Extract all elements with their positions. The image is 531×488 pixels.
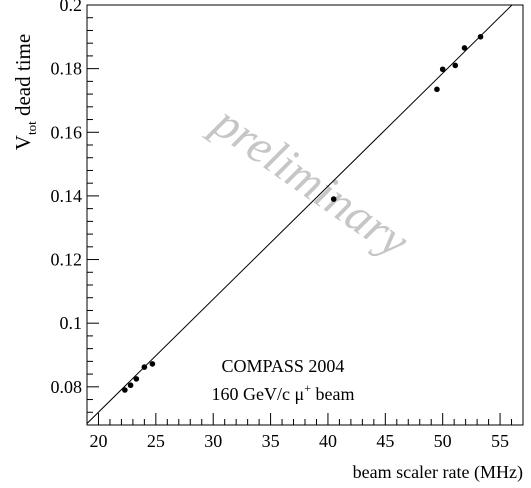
annotation-mu-symbol: μ (295, 384, 305, 404)
data-point (434, 86, 440, 93)
y-tick-label: 0.14 (51, 186, 83, 206)
y-axis-title-main: V (11, 135, 35, 150)
fit-line (87, 5, 513, 424)
y-tick-label: 0.18 (51, 59, 83, 79)
annotation-beam-suffix: beam (311, 384, 354, 404)
y-axis-title-rest: dead time (11, 34, 35, 121)
data-points (122, 34, 484, 393)
y-tick-label: 0.08 (51, 377, 83, 397)
y-tick-label: 0.12 (51, 250, 83, 270)
y-tick-label: 0.2 (60, 0, 83, 15)
annotation-mu-charge: + (304, 381, 311, 395)
axis-ticks: 20 25 30 35 40 45 50 55 0.08 0.1 0.12 0.14 0.16 0.18 0… (51, 0, 524, 451)
x-tick-label: 50 (434, 431, 452, 451)
x-tick-label: 35 (262, 431, 280, 451)
x-tick-label: 25 (147, 431, 165, 451)
y-axis-title-sub: tot (24, 121, 39, 135)
data-point (439, 66, 446, 73)
y-tick-label: 0.16 (51, 122, 83, 142)
x-tick-label: 45 (376, 431, 394, 451)
y-axis-title: Vtot dead time (11, 34, 39, 150)
data-point (149, 361, 156, 367)
annotation-beam-prefix: 160 GeV/c (212, 384, 295, 404)
data-point (122, 387, 128, 393)
data-point (330, 196, 337, 202)
data-point (461, 45, 468, 51)
watermark-preliminary: preliminary (201, 94, 419, 269)
annotation-beam: 160 GeV/c μ+ beam (212, 381, 355, 404)
x-tick-label: 30 (204, 431, 222, 451)
x-axis-title: beam scaler rate (MHz) (353, 462, 523, 483)
data-point (141, 364, 148, 370)
data-point (127, 382, 134, 389)
x-tick-label: 20 (89, 431, 107, 451)
x-tick-label: 40 (319, 431, 337, 451)
data-point (452, 62, 459, 69)
x-tick-label: 55 (491, 431, 509, 451)
y-tick-label: 0.1 (60, 313, 83, 333)
annotation-experiment: COMPASS 2004 (222, 356, 345, 376)
data-point (133, 376, 140, 382)
data-point (477, 34, 484, 40)
